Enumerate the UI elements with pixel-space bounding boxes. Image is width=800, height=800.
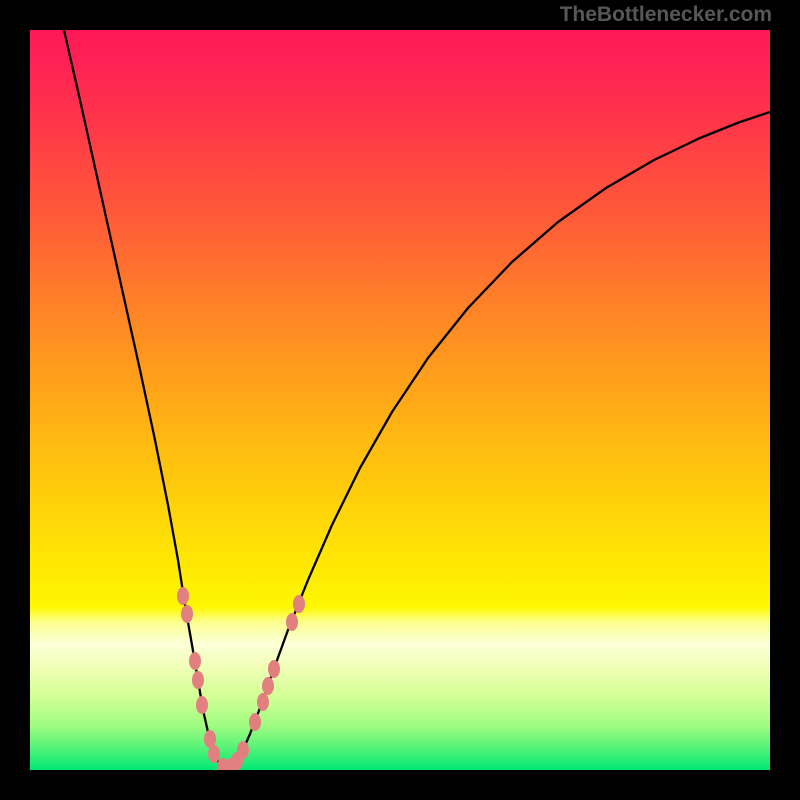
bead-marker [293, 595, 305, 613]
bead-marker [192, 671, 204, 689]
bead-marker [196, 696, 208, 714]
bead-marker [262, 677, 274, 695]
watermark-text: TheBottlenecker.com [560, 3, 772, 27]
bead-marker [177, 587, 189, 605]
beads-group [177, 587, 305, 770]
bead-marker [189, 652, 201, 670]
plot-area [30, 30, 770, 770]
curve-svg [30, 30, 770, 770]
bead-marker [181, 605, 193, 623]
bead-marker [286, 613, 298, 631]
bead-marker [237, 741, 249, 759]
bead-marker [257, 693, 269, 711]
bead-marker [249, 713, 261, 731]
bead-marker [268, 660, 280, 678]
bead-marker [208, 745, 220, 763]
bottleneck-curve [64, 30, 770, 768]
root-container: TheBottlenecker.com [0, 0, 800, 800]
